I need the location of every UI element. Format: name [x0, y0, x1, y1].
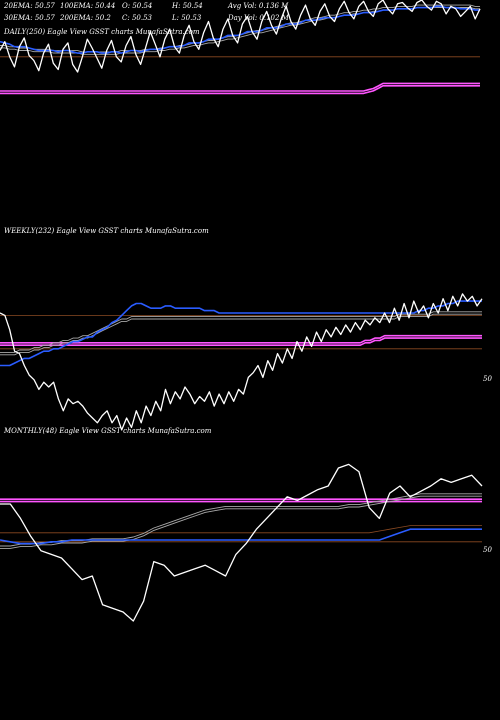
- daily-panel-title: DAILY(250) Eagle View GSST charts Munafa…: [3, 28, 200, 36]
- weekly-panel-title: WEEKLY(232) Eagle View GSST charts Munaf…: [4, 227, 209, 235]
- daily-series: [0, 0, 481, 95]
- weekly-ema-line: [0, 300, 482, 367]
- stat-close: C: 50.53: [122, 14, 153, 22]
- weekly-ema2-line-1: [0, 313, 482, 356]
- stat-high: H: 50.54: [171, 2, 203, 10]
- daily-slow-line-0: [0, 82, 480, 92]
- stat-ema100: 100EMA: 50.44: [60, 2, 115, 10]
- monthly-axis-label: 50: [483, 546, 492, 554]
- stat-open: O: 50.54: [122, 2, 152, 10]
- stat-ema30: 30EMA: 50.57: [4, 14, 55, 22]
- weekly-slow-line-1: [0, 337, 482, 347]
- weekly-price-line: [0, 293, 483, 431]
- weekly-slow-line-0: [0, 334, 482, 344]
- daily-price-line: [0, 0, 481, 73]
- weekly-series: [0, 293, 483, 431]
- stat-ema200: 200EMA: 50.2: [59, 14, 111, 22]
- daily-slow-line-1: [0, 84, 480, 95]
- monthly-series: [0, 463, 483, 622]
- stat-low: L: 50.53: [171, 14, 202, 22]
- header-stats: 20EMA: 50.57 100EMA: 50.44 O: 50.54 H: 5…: [3, 2, 290, 22]
- weekly-ema2-line-0: [0, 311, 482, 353]
- monthly-ema-line: [0, 528, 482, 545]
- stat-avg-vol: Avg Vol: 0.136 M: [227, 2, 289, 10]
- weekly-axis-label: 50: [483, 375, 492, 383]
- monthly-panel-title: MONTHLY(48) Eagle View GSST charts Munaf…: [3, 427, 212, 435]
- monthly-price-line: [0, 463, 483, 622]
- stat-day-vol: Day Vol: 0.102 M: [227, 14, 290, 22]
- monthly-ema2-line-1: [0, 495, 482, 549]
- monthly-support-line: [0, 525, 482, 534]
- stat-ema20: 20EMA: 50.57: [3, 2, 55, 10]
